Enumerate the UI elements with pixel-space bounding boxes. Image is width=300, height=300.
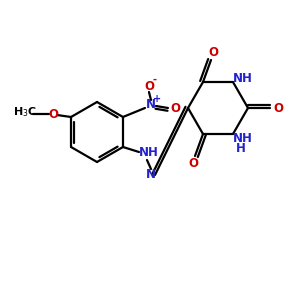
Text: NH: NH xyxy=(233,133,253,146)
Text: H$_3$C: H$_3$C xyxy=(13,105,37,119)
Text: NH: NH xyxy=(233,71,253,85)
Text: O: O xyxy=(144,80,154,92)
Text: H: H xyxy=(236,142,246,155)
Text: -: - xyxy=(153,75,157,85)
Text: N: N xyxy=(146,98,156,112)
Text: O: O xyxy=(208,46,218,59)
Text: NH: NH xyxy=(139,146,159,160)
Text: +: + xyxy=(153,94,161,104)
Text: N: N xyxy=(146,169,156,182)
Text: O: O xyxy=(188,158,198,170)
Text: O: O xyxy=(48,107,58,121)
Text: O: O xyxy=(170,103,180,116)
Text: O: O xyxy=(273,101,283,115)
